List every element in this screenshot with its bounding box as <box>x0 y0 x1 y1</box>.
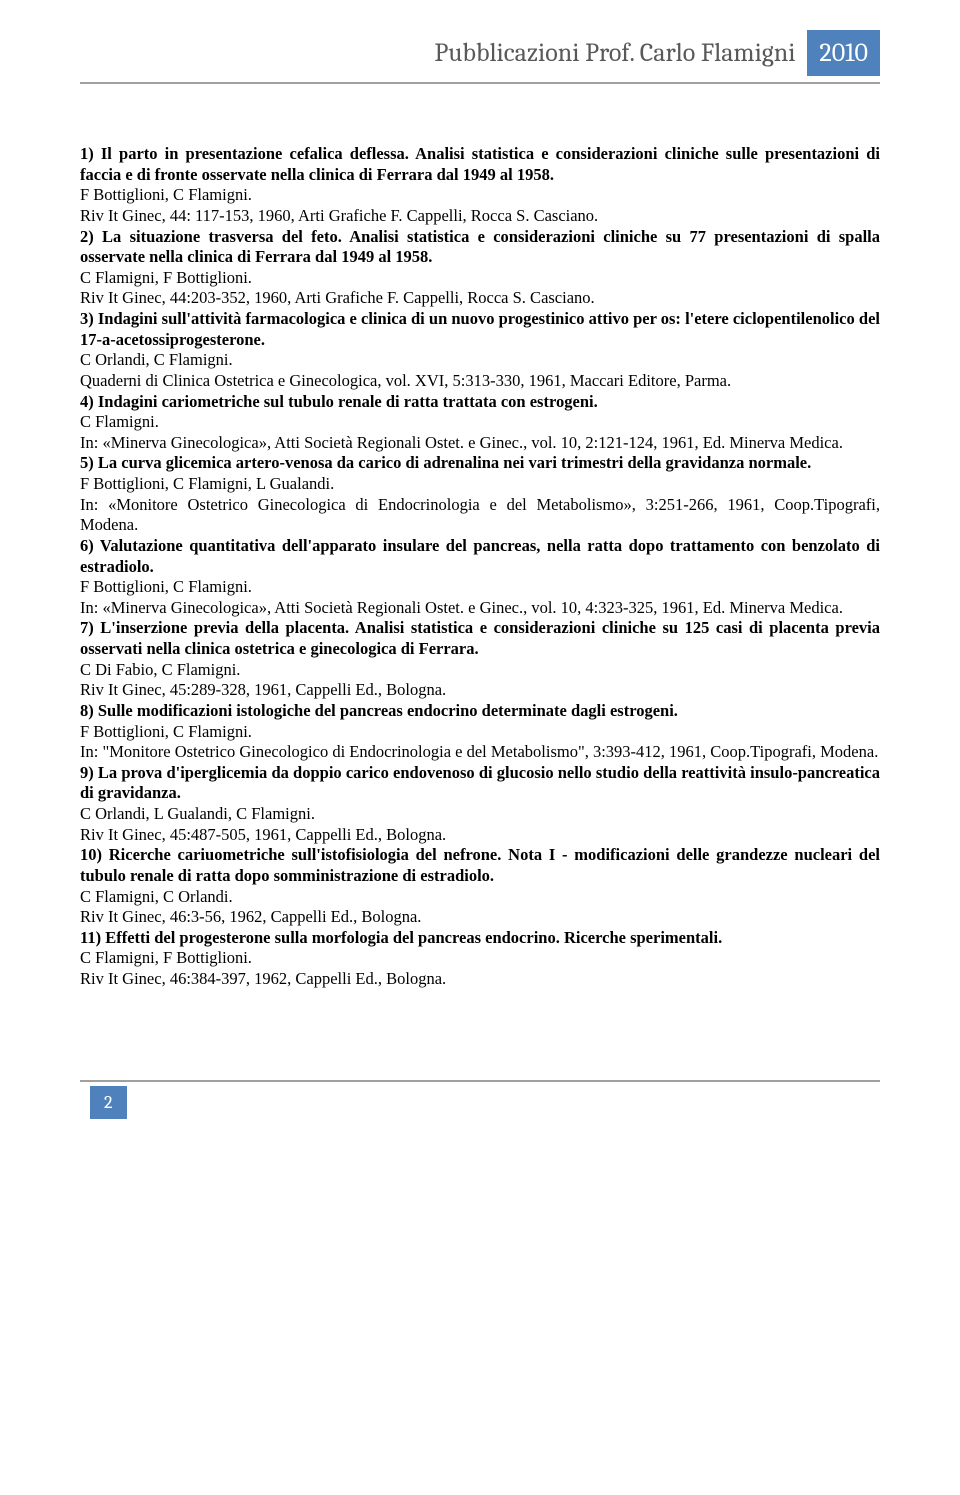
publication-title: 5) La curva glicemica artero-venosa da c… <box>80 453 811 472</box>
publication-title: 9) La prova d'iperglicemia da doppio car… <box>80 763 880 803</box>
publication-source: In: «Monitore Ostetrico Ginecologica di … <box>80 495 880 535</box>
publication-source: Riv It Ginec, 46:384-397, 1962, Cappelli… <box>80 969 446 988</box>
page-number: 2 <box>90 1086 127 1119</box>
publication-authors: F Bottiglioni, C Flamigni. <box>80 185 252 204</box>
publication-entry: 6) Valutazione quantitativa dell'apparat… <box>80 536 880 619</box>
publication-source: Riv It Ginec, 45:487-505, 1961, Cappelli… <box>80 825 446 844</box>
publication-entry: 9) La prova d'iperglicemia da doppio car… <box>80 763 880 846</box>
publication-authors: C Flamigni, C Orlandi. <box>80 887 233 906</box>
publication-entry: 1) Il parto in presentazione cefalica de… <box>80 144 880 227</box>
publication-authors: C Flamigni. <box>80 412 159 431</box>
publication-source: Riv It Ginec, 46:3-56, 1962, Cappelli Ed… <box>80 907 421 926</box>
publication-authors: F Bottiglioni, C Flamigni, L Gualandi. <box>80 474 334 493</box>
header-divider <box>80 82 880 84</box>
publication-authors: C Flamigni, F Bottiglioni. <box>80 948 252 967</box>
publications-list: 1) Il parto in presentazione cefalica de… <box>80 144 880 990</box>
publication-title: 7) L'inserzione previa della placenta. A… <box>80 618 880 658</box>
publication-authors: C Flamigni, F Bottiglioni. <box>80 268 252 287</box>
publication-title: 4) Indagini cariometriche sul tubulo ren… <box>80 392 598 411</box>
publication-title: 6) Valutazione quantitativa dell'apparat… <box>80 536 880 576</box>
publication-source: Riv It Ginec, 45:289-328, 1961, Cappelli… <box>80 680 446 699</box>
publication-entry: 10) Ricerche cariuometriche sull'istofis… <box>80 845 880 928</box>
page-footer: 2 <box>80 1080 880 1119</box>
publication-entry: 11) Effetti del progesterone sulla morfo… <box>80 928 880 990</box>
publication-authors: F Bottiglioni, C Flamigni. <box>80 722 252 741</box>
publication-source: Riv It Ginec, 44:203-352, 1960, Arti Gra… <box>80 288 595 307</box>
publication-title: 2) La situazione trasversa del feto. Ana… <box>80 227 880 267</box>
publication-authors: F Bottiglioni, C Flamigni. <box>80 577 252 596</box>
header-year: 2010 <box>807 30 880 76</box>
publication-title: 11) Effetti del progesterone sulla morfo… <box>80 928 722 947</box>
header-title: Pubblicazioni Prof. Carlo Flamigni <box>80 30 807 76</box>
publication-source: In: "Monitore Ostetrico Ginecologico di … <box>80 742 878 761</box>
publication-source: In: «Minerva Ginecologica», Atti Società… <box>80 598 843 617</box>
publication-source: In: «Minerva Ginecologica», Atti Società… <box>80 433 843 452</box>
publication-entry: 7) L'inserzione previa della placenta. A… <box>80 618 880 701</box>
publication-entry: 5) La curva glicemica artero-venosa da c… <box>80 453 880 536</box>
publication-entry: 8) Sulle modificazioni istologiche del p… <box>80 701 880 763</box>
publication-entry: 3) Indagini sull'attività farmacologica … <box>80 309 880 392</box>
publication-source: Riv It Ginec, 44: 117-153, 1960, Arti Gr… <box>80 206 598 225</box>
publication-entry: 2) La situazione trasversa del feto. Ana… <box>80 227 880 310</box>
publication-authors: C Di Fabio, C Flamigni. <box>80 660 240 679</box>
footer-divider <box>80 1080 880 1082</box>
publication-source: Quaderni di Clinica Ostetrica e Ginecolo… <box>80 371 731 390</box>
publication-title: 3) Indagini sull'attività farmacologica … <box>80 309 880 349</box>
publication-title: 1) Il parto in presentazione cefalica de… <box>80 144 880 184</box>
publication-title: 10) Ricerche cariuometriche sull'istofis… <box>80 845 880 885</box>
publication-title: 8) Sulle modificazioni istologiche del p… <box>80 701 678 720</box>
page-header: Pubblicazioni Prof. Carlo Flamigni 2010 <box>80 30 880 76</box>
publication-authors: C Orlandi, C Flamigni. <box>80 350 233 369</box>
publication-authors: C Orlandi, L Gualandi, C Flamigni. <box>80 804 315 823</box>
publication-entry: 4) Indagini cariometriche sul tubulo ren… <box>80 392 880 454</box>
